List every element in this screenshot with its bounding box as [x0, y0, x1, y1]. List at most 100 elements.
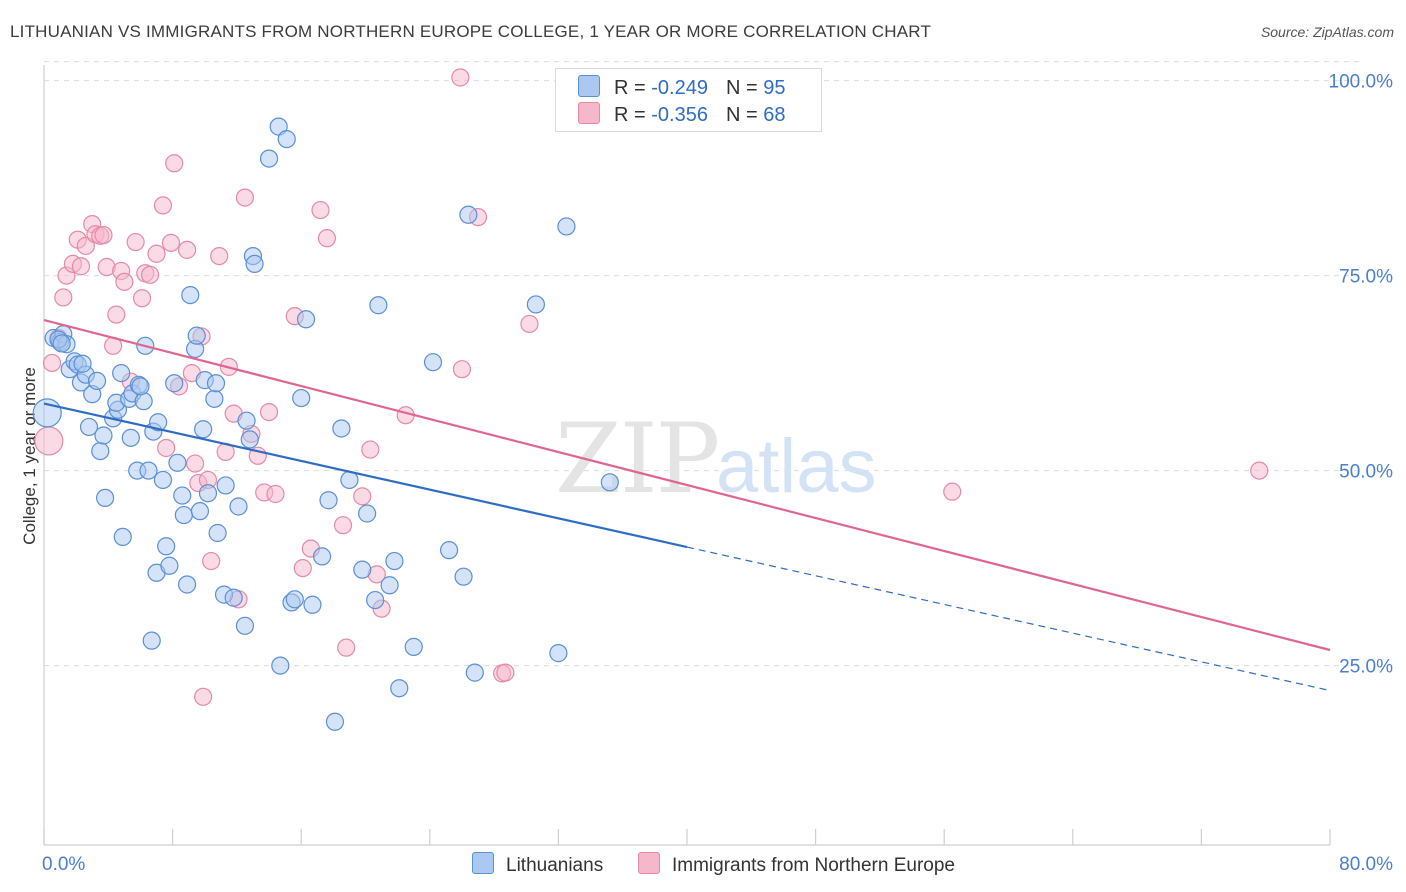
data-point-immigrants	[451, 68, 470, 87]
data-point-lithuanians	[205, 389, 224, 408]
grid-lines	[44, 61, 1360, 667]
data-point-immigrants	[94, 225, 113, 245]
data-point-immigrants	[361, 440, 380, 459]
legend-n-label: N =	[725, 77, 764, 99]
data-point-immigrants	[76, 236, 95, 256]
data-point-lithuanians	[390, 679, 409, 698]
data-point-immigrants	[157, 438, 176, 458]
data-point-lithuanians	[131, 377, 150, 396]
y-tick-label: 75.0%	[1339, 267, 1393, 288]
data-point-lithuanians	[94, 426, 113, 445]
data-point-lithuanians	[557, 217, 576, 236]
legend-swatch-blue	[578, 75, 600, 97]
data-point-lithuanians	[259, 149, 279, 168]
y-tick-label: 50.0%	[1339, 462, 1393, 483]
data-point-lithuanians	[139, 461, 158, 480]
data-point-lithuanians	[149, 413, 168, 432]
data-point-lithuanians	[198, 484, 218, 503]
data-point-lithuanians	[229, 497, 248, 516]
y-tick-label: 100.0%	[1329, 72, 1394, 93]
data-point-lithuanians	[32, 398, 62, 428]
data-point-lithuanians	[52, 334, 71, 353]
data-point-immigrants	[34, 426, 64, 456]
data-point-lithuanians	[380, 576, 399, 595]
legend-swatch-pink	[578, 102, 600, 124]
x-tick-label: 0.0%	[42, 854, 85, 875]
trendline-lithuanians	[43, 402, 688, 549]
bottom-legend-lithuanians: Lithuanians	[472, 852, 603, 877]
data-point-lithuanians	[423, 353, 443, 372]
data-point-immigrants	[202, 551, 221, 571]
data-point-lithuanians	[319, 491, 338, 510]
data-point-lithuanians	[439, 541, 459, 560]
data-point-immigrants	[311, 200, 330, 220]
data-point-lithuanians	[296, 310, 316, 329]
data-point-immigrants	[353, 487, 372, 506]
data-point-lithuanians	[206, 374, 226, 393]
data-point-immigrants	[259, 403, 279, 422]
bottom-legend-label: Immigrants from Northern Europe	[672, 855, 955, 876]
legend-row-lithuanians: R = -0.249 N = 95	[578, 75, 785, 99]
data-point-lithuanians	[526, 295, 545, 314]
data-point-lithuanians	[157, 537, 176, 556]
data-point-lithuanians	[194, 420, 213, 439]
trendline-immigrants	[43, 318, 1331, 652]
data-point-lithuanians	[454, 567, 473, 586]
data-point-immigrants	[177, 240, 197, 259]
data-point-immigrants	[140, 265, 160, 284]
data-point-immigrants	[266, 484, 285, 504]
data-point-lithuanians	[366, 590, 385, 610]
data-point-immigrants	[115, 272, 134, 291]
data-point-lithuanians	[190, 502, 210, 521]
bottom-legend-swatch-blue	[472, 852, 494, 874]
chart-title: LITHUANIAN VS IMMIGRANTS FROM NORTHERN E…	[10, 22, 932, 41]
data-point-lithuanians	[142, 631, 161, 650]
data-point-lithuanians	[292, 388, 311, 408]
data-point-lithuanians	[95, 488, 115, 507]
data-point-immigrants	[186, 454, 205, 473]
legend-r-value: -0.249	[651, 77, 708, 99]
data-point-lithuanians	[465, 663, 484, 682]
data-point-immigrants	[153, 196, 173, 215]
data-point-lithuanians	[358, 504, 377, 523]
legend-n-value: 95	[763, 77, 786, 99]
legend-row-immigrants: R = -0.356 N = 68	[578, 102, 785, 126]
data-point-immigrants	[132, 289, 152, 308]
data-point-immigrants	[943, 482, 962, 501]
data-point-immigrants	[496, 663, 515, 682]
bottom-legend-immigrants: Immigrants from Northern Europe	[638, 852, 955, 877]
data-point-immigrants	[54, 288, 73, 307]
data-point-immigrants	[126, 232, 145, 252]
data-point-immigrants	[337, 638, 356, 657]
data-point-lithuanians	[404, 637, 423, 656]
bottom-legend-label: Lithuanians	[506, 855, 604, 876]
legend-r-label: R =	[614, 104, 652, 126]
data-point-lithuanians	[325, 712, 345, 731]
data-point-lithuanians	[303, 595, 322, 614]
watermark-atlas: atlas	[716, 424, 877, 509]
data-point-immigrants	[235, 188, 255, 207]
trendline-lithuanians-extension	[686, 546, 1331, 692]
data-point-lithuanians	[600, 473, 619, 492]
watermark-zip: ZIP	[555, 403, 718, 515]
data-point-lithuanians	[459, 205, 478, 224]
data-point-lithuanians	[208, 523, 227, 543]
data-point-lithuanians	[245, 254, 264, 273]
blue-points	[32, 117, 619, 731]
legend-r-value: -0.356	[651, 104, 708, 126]
data-point-immigrants	[452, 360, 472, 379]
data-point-lithuanians	[271, 656, 290, 675]
data-point-lithuanians	[312, 547, 332, 566]
data-point-immigrants	[333, 516, 353, 535]
data-point-lithuanians	[385, 551, 404, 571]
data-point-immigrants	[194, 687, 213, 706]
y-tick-label: 25.0%	[1339, 657, 1393, 678]
data-point-lithuanians	[235, 616, 255, 635]
tick-labels: 25.0% 50.0% 75.0% 100.0% 0.0% 80.0%	[42, 72, 1393, 875]
x-tick-label: 80.0%	[1339, 854, 1393, 875]
data-point-immigrants	[42, 353, 62, 373]
data-point-lithuanians	[173, 486, 192, 505]
data-point-lithuanians	[121, 428, 140, 447]
data-point-immigrants	[107, 305, 126, 324]
